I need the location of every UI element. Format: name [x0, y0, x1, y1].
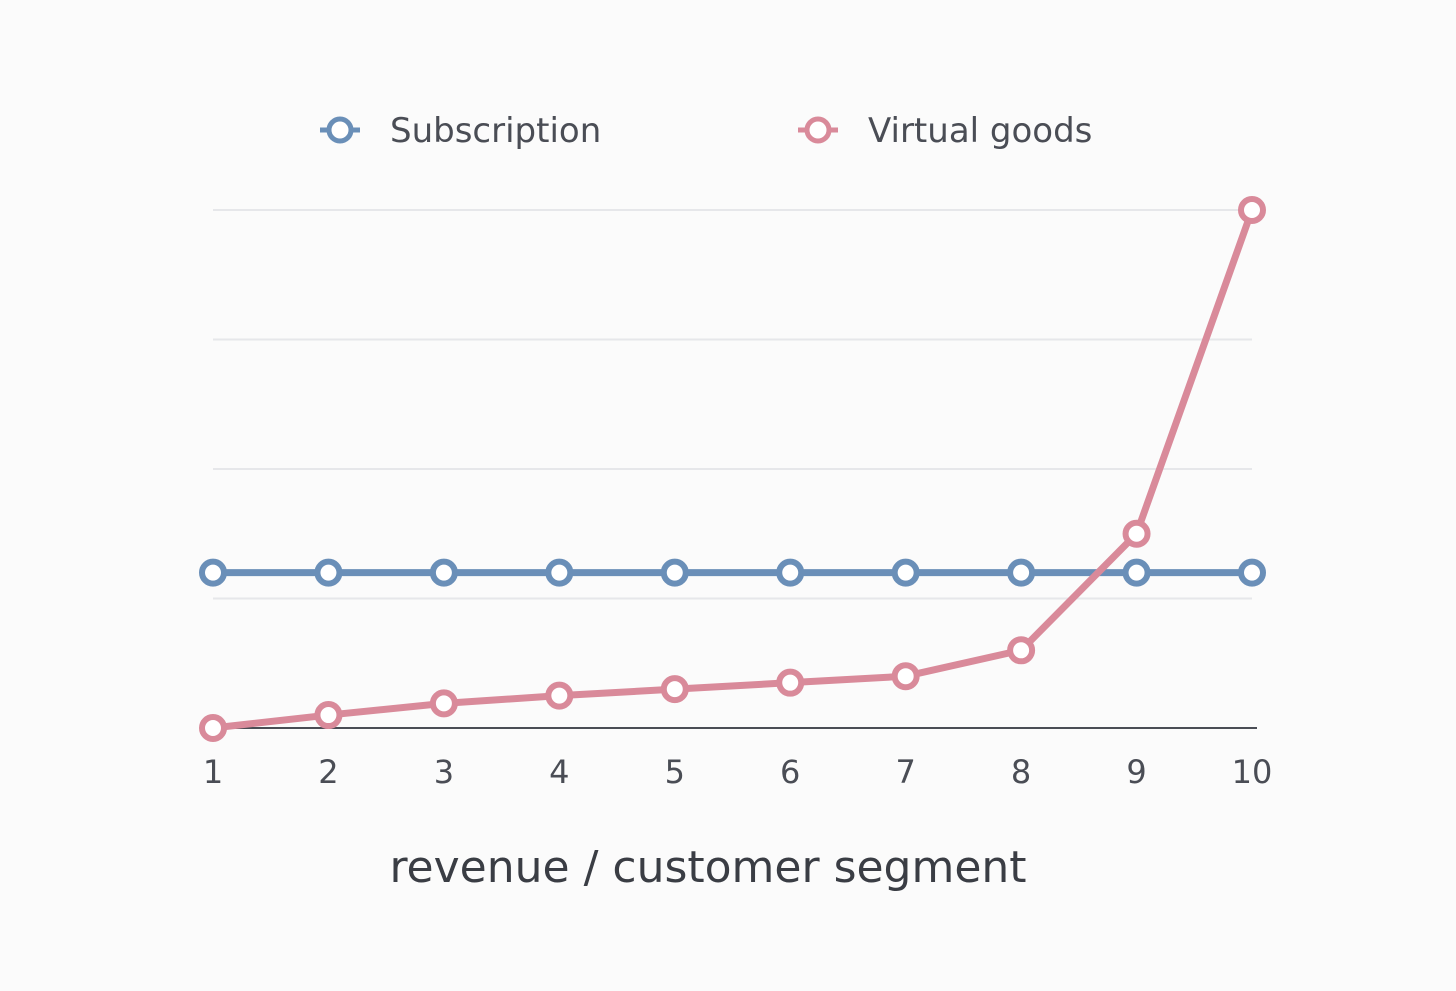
x-tick-label: 7 — [895, 753, 915, 791]
data-point — [429, 558, 458, 587]
series-layer — [199, 196, 1266, 742]
data-point — [545, 558, 574, 587]
legend-item: Subscription — [320, 111, 601, 151]
x-tick-label: 3 — [434, 753, 454, 791]
legend-marker-icon — [326, 116, 354, 144]
data-point — [314, 701, 343, 730]
data-point — [1122, 558, 1151, 587]
x-tick-label: 5 — [665, 753, 685, 791]
series-virtual-goods — [199, 196, 1266, 742]
x-axis-label: revenue / customer segment — [389, 842, 1026, 893]
data-point — [660, 558, 689, 587]
data-point — [891, 662, 920, 691]
legend-label: Subscription — [390, 111, 601, 151]
data-point — [1122, 519, 1151, 548]
data-point — [660, 675, 689, 704]
data-point — [1238, 558, 1266, 587]
x-tick-label: 10 — [1232, 753, 1273, 791]
data-point — [1007, 558, 1036, 587]
x-tick-label: 6 — [780, 753, 800, 791]
gridlines — [213, 209, 1252, 600]
x-axis: 1 2 3 4 5 6 7 8 9 10 — [203, 727, 1273, 791]
data-point — [776, 668, 805, 697]
x-tick-label: 8 — [1011, 753, 1031, 791]
x-tick-label: 1 — [203, 753, 223, 791]
x-tick-label: 4 — [549, 753, 569, 791]
legend-label: Virtual goods — [868, 111, 1092, 151]
legend-item: Virtual goods — [798, 111, 1092, 151]
data-point — [199, 714, 227, 742]
data-point — [1007, 636, 1036, 665]
legend-marker-icon — [804, 116, 832, 144]
data-point — [314, 558, 343, 587]
data-point — [545, 681, 574, 710]
data-point — [199, 558, 227, 587]
legend: Subscription Virtual goods — [320, 111, 1092, 151]
data-point — [1238, 196, 1266, 224]
series-subscription — [199, 558, 1266, 587]
x-tick-label: 2 — [318, 753, 338, 791]
data-point — [429, 689, 458, 718]
series-line — [209, 206, 1256, 732]
x-tick-label: 9 — [1126, 753, 1146, 791]
data-point — [891, 558, 920, 587]
data-point — [776, 558, 805, 587]
